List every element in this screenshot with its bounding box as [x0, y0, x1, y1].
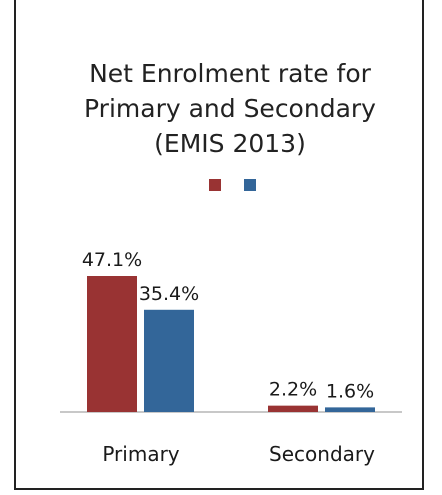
- chart-title-line-3: (EMIS 2013): [154, 129, 306, 158]
- data-label-primary-series-2: 35.4%: [139, 283, 199, 305]
- bar-secondary-series-2: [325, 407, 375, 412]
- data-label-secondary-series-1: 2.2%: [269, 379, 317, 401]
- legend-marker-2: [244, 179, 256, 191]
- data-labels-group: 47.1% 35.4% 2.2% 1.6%: [82, 249, 374, 402]
- bar-primary-series-2: [144, 309, 194, 412]
- bar-secondary-series-1: [268, 405, 318, 412]
- chart-title-line-2: Primary and Secondary: [84, 94, 376, 123]
- bars-group: [87, 276, 375, 412]
- data-label-primary-series-1: 47.1%: [82, 249, 142, 271]
- bar-primary-series-1: [87, 276, 137, 412]
- category-label-primary: Primary: [102, 442, 179, 466]
- category-label-secondary: Secondary: [269, 442, 375, 466]
- chart-title-line-1: Net Enrolment rate for: [89, 59, 372, 88]
- chart-title: Net Enrolment rate for Primary and Secon…: [84, 59, 376, 158]
- legend-marker-1: [209, 179, 221, 191]
- data-label-secondary-series-2: 1.6%: [326, 380, 374, 402]
- legend: [209, 179, 256, 191]
- category-labels-group: Primary Secondary: [102, 442, 375, 466]
